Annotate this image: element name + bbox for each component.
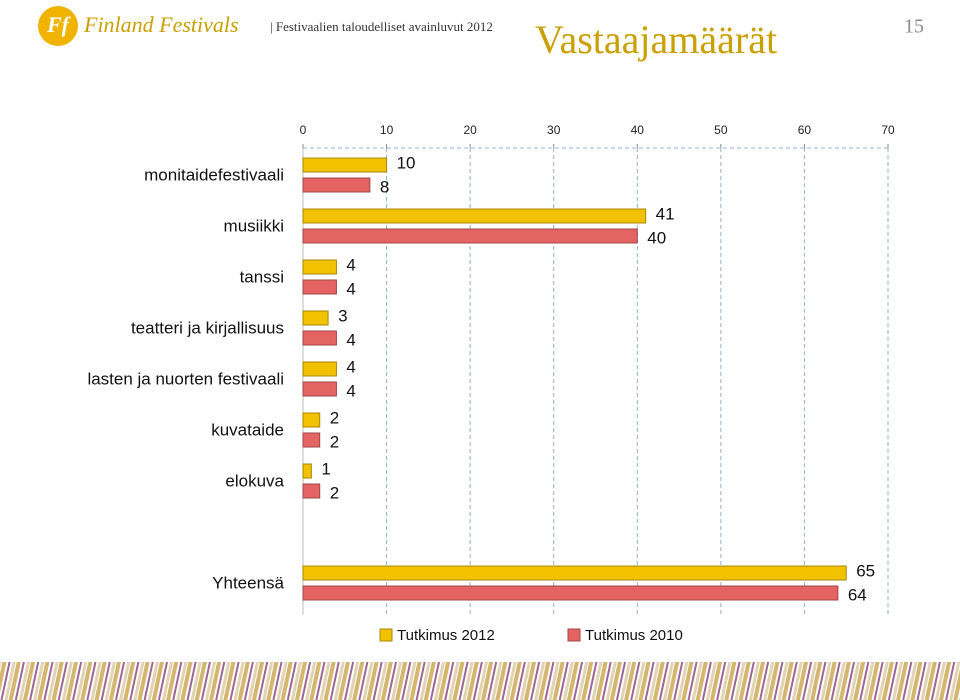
value-label: 1 — [321, 459, 330, 478]
bar — [302, 177, 371, 193]
category-label: musiikki — [224, 216, 284, 235]
x-tick-label: 50 — [714, 123, 728, 137]
bar — [302, 412, 321, 428]
category-label: tanssi — [240, 267, 284, 286]
bar — [302, 279, 337, 295]
decorative-strip — [0, 662, 960, 700]
category-label: elokuva — [225, 471, 284, 490]
bar — [302, 310, 329, 326]
legend-swatch — [379, 628, 393, 642]
bar — [302, 381, 337, 397]
bar — [302, 208, 647, 224]
x-tick-label: 60 — [798, 123, 812, 137]
bar — [302, 330, 337, 346]
x-tick-label: 70 — [881, 123, 895, 137]
x-tick-label: 10 — [380, 123, 394, 137]
value-label: 2 — [330, 432, 339, 451]
value-label: 4 — [346, 255, 355, 274]
value-label: 3 — [338, 306, 347, 325]
bar — [302, 259, 337, 275]
bar — [302, 432, 321, 448]
legend-label: Tutkimus 2010 — [585, 627, 683, 644]
page-number: 15 — [904, 16, 924, 38]
bar — [302, 361, 337, 377]
category-label: teatteri ja kirjallisuus — [131, 318, 284, 337]
category-label: lasten ja nuorten festivaali — [87, 369, 284, 388]
value-label: 10 — [397, 153, 416, 172]
legend-swatch — [567, 628, 581, 642]
value-label: 64 — [848, 585, 867, 604]
bar — [302, 585, 839, 601]
legend-label: Tutkimus 2012 — [397, 627, 495, 644]
value-label: 40 — [647, 228, 666, 247]
value-label: 2 — [330, 408, 339, 427]
value-label: 2 — [330, 483, 339, 502]
category-label: kuvataide — [211, 420, 284, 439]
value-label: 65 — [856, 561, 875, 580]
brand: Finland Festivals — [83, 12, 239, 37]
bar — [302, 157, 388, 173]
value-label: 4 — [346, 330, 355, 349]
value-label: 41 — [656, 204, 675, 223]
bar — [302, 483, 321, 499]
chart: 0 10 20 30 40 50 60 70 monitaidefestivaali 10 8 mus… — [87, 123, 895, 644]
category-label: Yhteensä — [212, 573, 284, 592]
value-label: 4 — [346, 279, 355, 298]
x-tick-label: 0 — [300, 123, 307, 137]
x-tick-label: 30 — [547, 123, 561, 137]
value-label: 4 — [346, 357, 355, 376]
x-tick-label: 20 — [463, 123, 477, 137]
x-tick-label: 40 — [631, 123, 645, 137]
bar — [302, 565, 847, 581]
category-label: monitaidefestivaali — [144, 165, 284, 184]
value-label: 8 — [380, 177, 389, 196]
slide-title: Vastaajamäärät — [535, 17, 777, 62]
logo-mark: Ff — [46, 12, 72, 37]
logo-circle — [38, 6, 78, 46]
bar — [302, 463, 312, 479]
subtitle: | Festivaalien taloudelliset avainluvut … — [270, 19, 493, 34]
bar — [302, 228, 638, 244]
value-label: 4 — [346, 381, 355, 400]
